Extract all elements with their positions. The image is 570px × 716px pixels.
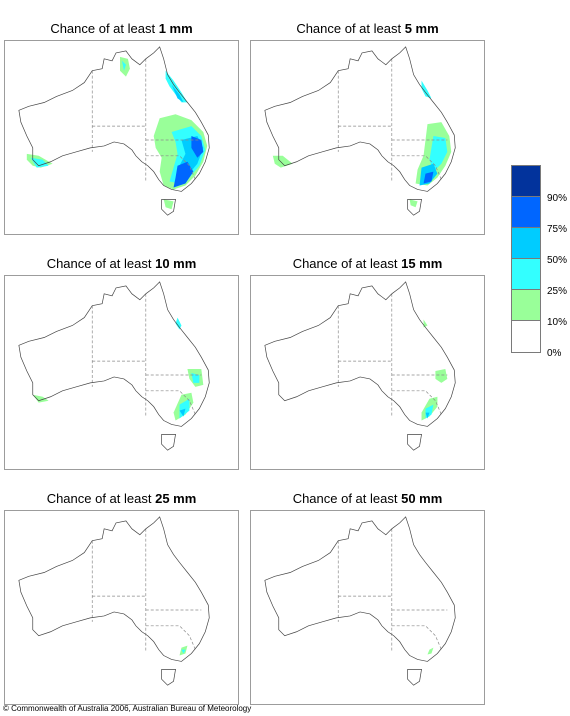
panel-title-50mm: Chance of at least 50 mm xyxy=(250,491,485,507)
probability-region xyxy=(173,161,194,188)
probability-region xyxy=(435,369,448,383)
tasmania-coastline xyxy=(161,199,176,216)
australia-map xyxy=(18,46,210,216)
probability-region xyxy=(191,372,200,383)
probability-region xyxy=(171,84,184,103)
panel-title-amount: 10 mm xyxy=(155,256,197,271)
tasmania-coastline xyxy=(161,669,176,686)
legend-label-25: 25% xyxy=(547,286,568,297)
state-border xyxy=(145,390,196,415)
legend-swatch-90 xyxy=(512,166,540,197)
coastline xyxy=(18,46,210,192)
australia-map xyxy=(264,516,456,686)
panel-title-prefix: Chance of at least xyxy=(46,491,156,506)
legend-label-0: 0% xyxy=(547,348,562,359)
panel-title-1mm: Chance of at least 1 mm xyxy=(4,21,239,37)
panel-title-prefix: Chance of at least xyxy=(50,21,159,36)
probability-region xyxy=(179,408,186,417)
coastline xyxy=(264,516,456,662)
probability-region xyxy=(423,319,428,328)
legend-swatch-25 xyxy=(512,259,540,290)
legend-label-75: 75% xyxy=(547,224,568,235)
map-panel-10mm xyxy=(4,275,239,470)
probability-region xyxy=(181,649,186,654)
panel-title-amount: 25 mm xyxy=(155,491,197,506)
probability-region xyxy=(165,70,188,103)
panel-title-prefix: Chance of at least xyxy=(292,491,402,506)
tasmania-coastline xyxy=(407,434,422,451)
state-border xyxy=(145,155,196,180)
panel-title-amount: 50 mm xyxy=(401,491,443,506)
mainland-fill xyxy=(18,516,210,662)
panel-title-prefix: Chance of at least xyxy=(46,256,156,271)
mainland-fill xyxy=(18,281,210,427)
coastline xyxy=(18,281,210,427)
state-border xyxy=(391,155,442,180)
map-panel-50mm xyxy=(250,510,485,705)
panel-title-5mm: Chance of at least 5 mm xyxy=(250,21,485,37)
tasmania-coastline xyxy=(161,434,176,451)
probability-region xyxy=(121,60,126,71)
map-panel-25mm xyxy=(4,510,239,705)
panel-title-amount: 1 mm xyxy=(158,21,193,36)
probability-region xyxy=(421,80,432,99)
mainland-fill xyxy=(264,46,456,192)
probability-legend xyxy=(511,165,541,353)
panel-title-prefix: Chance of at least xyxy=(292,256,402,271)
australia-map xyxy=(18,516,210,686)
panel-title-10mm: Chance of at least 10 mm xyxy=(4,256,239,272)
legend-label-90: 90% xyxy=(547,193,568,204)
australia-map xyxy=(264,46,456,216)
panel-title-25mm: Chance of at least 25 mm xyxy=(4,491,239,507)
australia-map xyxy=(18,281,210,451)
panel-title-prefix: Chance of at least xyxy=(296,21,405,36)
legend-swatch-75 xyxy=(512,197,540,228)
panel-title-amount: 5 mm xyxy=(404,21,439,36)
state-border xyxy=(145,625,196,650)
probability-region xyxy=(163,199,174,210)
state-border xyxy=(391,390,442,415)
probability-region xyxy=(32,394,49,403)
panel-title-amount: 15 mm xyxy=(401,256,443,271)
australia-map xyxy=(264,281,456,451)
map-panel-15mm xyxy=(250,275,485,470)
legend-swatch-50 xyxy=(512,228,540,259)
probability-region xyxy=(427,647,434,655)
probability-region xyxy=(409,199,418,208)
map-panel-5mm xyxy=(250,40,485,235)
probability-region xyxy=(191,136,204,158)
legend-label-50: 50% xyxy=(547,255,568,266)
coastline xyxy=(264,281,456,427)
coastline xyxy=(18,516,210,662)
copyright-footer: © Commonwealth of Australia 2006, Austra… xyxy=(3,704,252,713)
map-panel-1mm xyxy=(4,40,239,235)
tasmania-coastline xyxy=(407,669,422,686)
coastline xyxy=(264,46,456,192)
legend-swatch-0 xyxy=(512,321,540,352)
mainland-fill xyxy=(264,516,456,662)
probability-region xyxy=(423,171,434,184)
legend-label-10: 10% xyxy=(547,317,568,328)
panel-title-15mm: Chance of at least 15 mm xyxy=(250,256,485,272)
legend-swatch-10 xyxy=(512,290,540,321)
probability-region xyxy=(30,157,49,168)
probability-region xyxy=(425,412,430,419)
probability-region xyxy=(429,136,448,172)
mainland-fill xyxy=(264,281,456,427)
state-border xyxy=(391,625,442,650)
probability-region xyxy=(175,317,182,330)
tasmania-coastline xyxy=(407,199,422,216)
